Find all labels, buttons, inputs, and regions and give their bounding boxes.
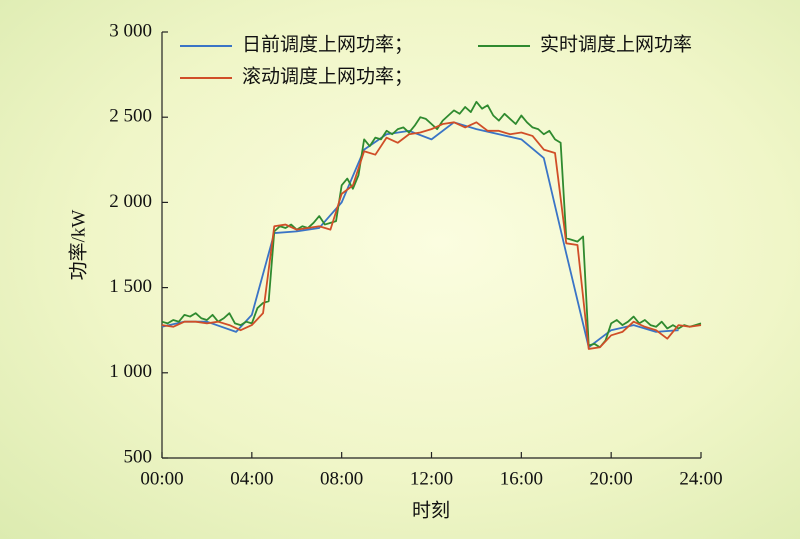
y-tick-label: 2 500: [109, 106, 152, 127]
legend-label: 滚动调度上网功率；: [242, 65, 413, 87]
x-tick-label: 16:00: [500, 468, 543, 489]
x-tick-label: 12:00: [410, 468, 453, 489]
y-tick-label: 2 000: [109, 191, 152, 212]
y-axis-label: 功率/kW: [67, 210, 89, 281]
series-line: [161, 121, 702, 350]
legend-label: 实时调度上网功率: [540, 33, 692, 55]
legend-label: 日前调度上网功率；: [242, 33, 413, 55]
x-tick-label: 00:00: [140, 468, 183, 489]
series-line: [161, 121, 679, 349]
x-tick-label: 08:00: [320, 468, 363, 489]
x-tick-label: 24:00: [679, 468, 722, 489]
x-tick-label: 04:00: [230, 468, 273, 489]
series-line: [161, 100, 702, 349]
x-tick-label: 20:00: [590, 468, 633, 489]
y-tick-label: 500: [124, 446, 153, 467]
y-tick-label: 3 000: [109, 20, 152, 41]
x-axis-label: 时刻: [412, 499, 450, 521]
y-tick-label: 1 500: [109, 276, 152, 297]
y-tick-label: 1 000: [109, 361, 152, 382]
